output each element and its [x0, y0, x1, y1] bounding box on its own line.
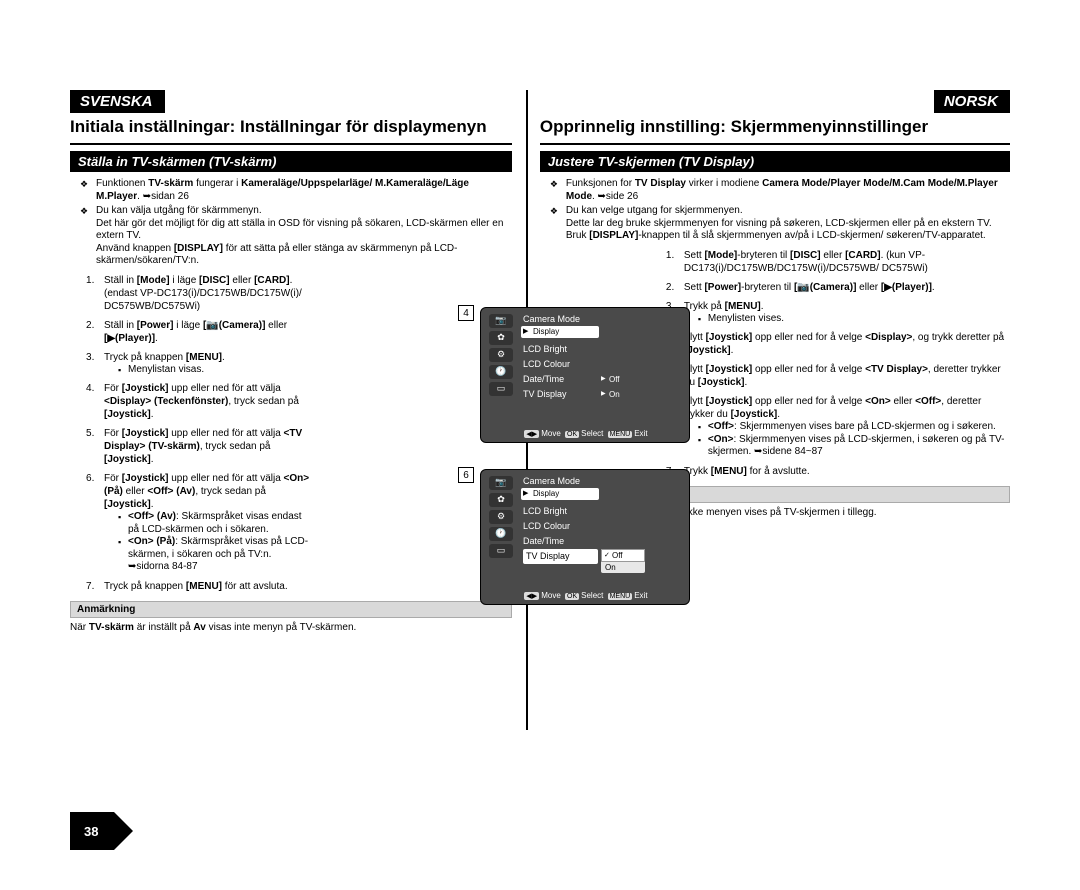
osd-step-number: 6: [458, 467, 474, 483]
osd-row: LCD Colour: [523, 519, 601, 534]
step: Sett [Mode]-bryteren til [DISC] eller [C…: [666, 249, 1010, 275]
note-body-sv: När TV-skärm är inställt på Av visas int…: [70, 622, 512, 635]
osd-panel: Camera Mode Display LCD Bright LCD Colou…: [480, 307, 690, 443]
osd-dropdown-option: On: [601, 562, 645, 573]
steps-sv: Ställ in [Mode] i läge [DISC] eller [CAR…: [86, 274, 512, 593]
osd-box-4: 4 Camera Mode Display LCD Bright LCD Col…: [480, 307, 690, 443]
step: Flytt [Joystick] opp eller ned for å vel…: [666, 331, 1010, 357]
osd-box-6: 6 Camera Mode Display LCD Bright LCD Col…: [480, 469, 690, 605]
intro-bullets-no: Funksjonen for TV Display virker i modie…: [556, 178, 1010, 243]
osd-rows: LCD Bright LCD Colour Date/TimeOff TV Di…: [523, 342, 631, 402]
flower-icon: [489, 331, 513, 345]
step: Ställ in [Mode] i läge [DISC] eller [CAR…: [86, 274, 312, 313]
osd-panel: Camera Mode Display LCD Bright LCD Colou…: [480, 469, 690, 605]
camera-icon: [489, 314, 513, 328]
osd-dropdown-option-selected: Off: [601, 549, 645, 562]
step: Tryck på knappen [MENU] för att avsluta.: [86, 580, 312, 593]
osd-display-selected: Display: [521, 326, 599, 338]
intro-bullet: Funksjonen for TV Display virker i modie…: [556, 178, 1010, 203]
note-header-sv: Anmärkning: [70, 601, 512, 618]
intro-bullet: Du kan välja utgång för skärmmenyn.Det h…: [86, 205, 512, 268]
osd-screens: 4 Camera Mode Display LCD Bright LCD Col…: [480, 307, 690, 631]
osd-row: Date/TimeOff: [523, 372, 631, 387]
step: Flytt [Joystick] opp eller ned for å vel…: [666, 395, 1010, 459]
step: Sett [Power]-bryteren til [📷(Camera)] el…: [666, 281, 1010, 294]
display-icon: [489, 544, 513, 558]
osd-row: LCD Bright: [523, 342, 631, 357]
language-tag-sv: SVENSKA: [70, 90, 165, 113]
osd-sidebar-icons: [489, 314, 513, 396]
display-icon: [489, 382, 513, 396]
osd-display-selected: Display: [521, 488, 599, 500]
osd-rows: LCD Bright LCD Colour Date/Time TV Displ…: [523, 504, 601, 564]
clock-icon: [489, 527, 513, 541]
osd-row-highlighted: TV Display: [523, 549, 601, 564]
osd-title: Camera Mode: [523, 476, 580, 486]
manual-page: SVENSKA Initiala inställningar: Inställn…: [70, 90, 1010, 840]
step: För [Joystick] upp eller ned för att väl…: [86, 427, 312, 466]
camera-icon: [489, 476, 513, 490]
step: Flytt [Joystick] opp eller ned for å vel…: [666, 363, 1010, 389]
osd-row: LCD Bright: [523, 504, 601, 519]
osd-sidebar-icons: [489, 476, 513, 558]
clock-icon: [489, 365, 513, 379]
section-bar-no: Justere TV-skjermen (TV Display): [540, 151, 1010, 172]
step: Trykk [MENU] for å avslutte.: [666, 465, 1010, 478]
step: Trykk på [MENU].Menylisten vises.: [666, 300, 1010, 326]
left-column: SVENSKA Initiala inställningar: Inställn…: [70, 90, 526, 840]
section-bar-sv: Ställa in TV-skärmen (TV-skärm): [70, 151, 512, 172]
page-number-badge: 38: [70, 812, 114, 850]
osd-dropdown: Off On: [601, 549, 645, 573]
intro-bullets-sv: Funktionen TV-skärm fungerar i Kameraläg…: [86, 178, 512, 268]
osd-step-number: 4: [458, 305, 474, 321]
osd-title: Camera Mode: [523, 314, 580, 324]
osd-row: LCD Colour: [523, 357, 631, 372]
step: För [Joystick] upp eller ned för att väl…: [86, 382, 312, 421]
step: Tryck på knappen [MENU].Menylistan visas…: [86, 351, 312, 377]
flower-icon: [489, 493, 513, 507]
page-number: 38: [84, 824, 98, 839]
step: För [Joystick] upp eller ned för att väl…: [86, 472, 312, 574]
osd-row: Date/Time: [523, 534, 601, 549]
step: Ställ in [Power] i läge [📷(Camera)] elle…: [86, 319, 312, 345]
osd-footer-hint: ◀▶Move OKSelect MENUExit: [481, 591, 689, 600]
intro-bullet: Funktionen TV-skärm fungerar i Kameraläg…: [86, 178, 512, 203]
gear-icon: [489, 510, 513, 524]
osd-footer-hint: ◀▶Move OKSelect MENUExit: [481, 429, 689, 438]
page-title-no: Opprinnelig innstilling: Skjermmenyinnst…: [540, 117, 1010, 145]
page-title-sv: Initiala inställningar: Inställningar fö…: [70, 117, 512, 145]
intro-bullet: Du kan velge utgang for skjermmenyen.Det…: [556, 205, 1010, 243]
language-tag-no: NORSK: [934, 90, 1010, 113]
gear-icon: [489, 348, 513, 362]
osd-row: TV DisplayOn: [523, 387, 631, 402]
